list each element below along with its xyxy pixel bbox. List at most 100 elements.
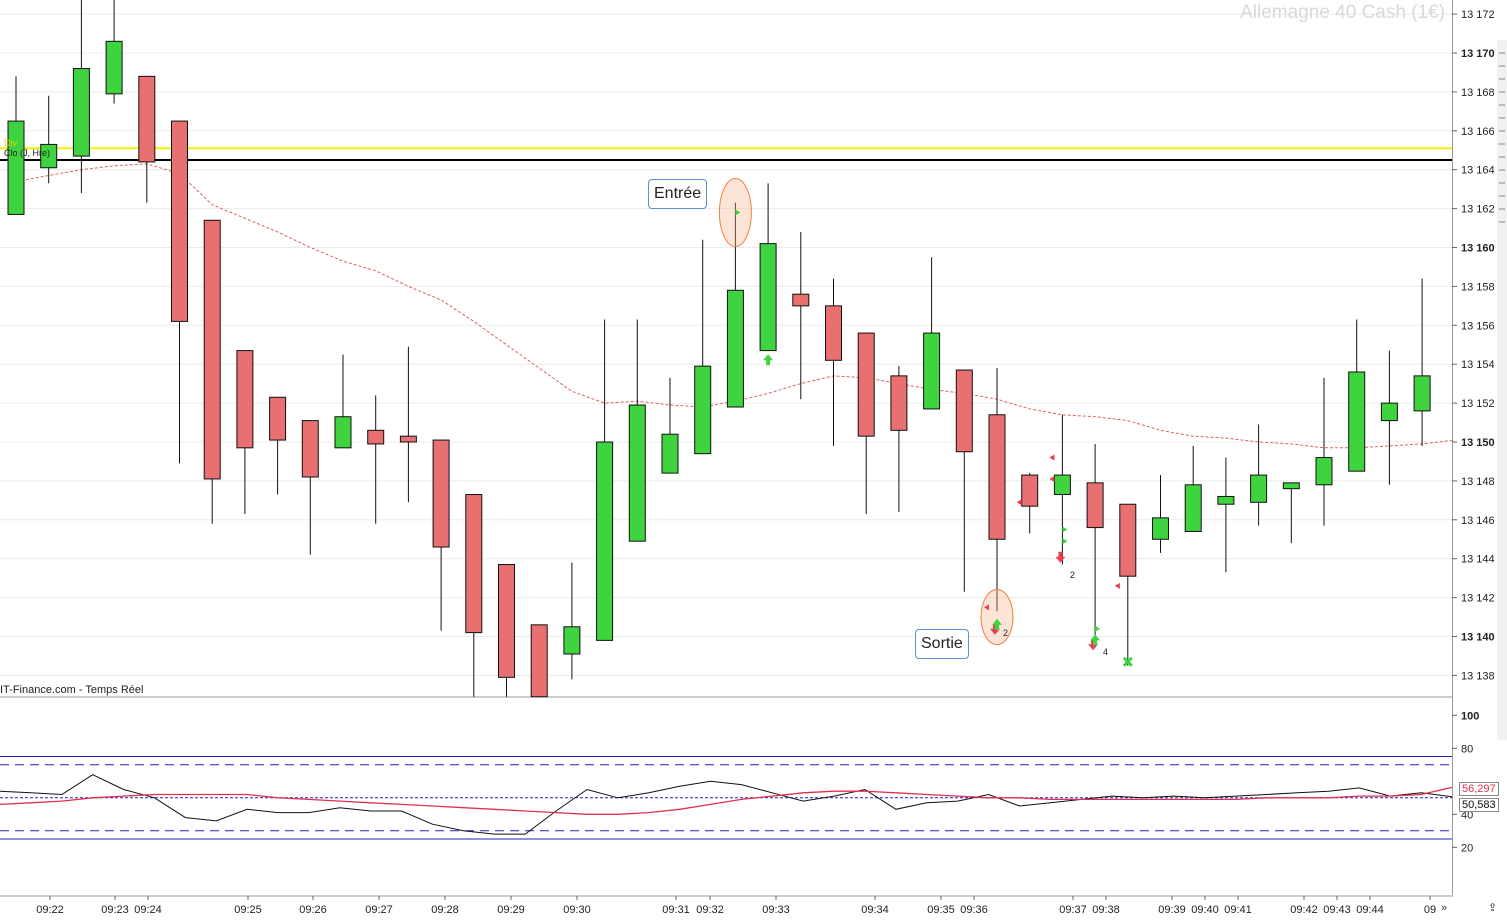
exit-annotation[interactable]: Sortie [915,629,969,659]
candle [465,494,483,697]
time-tick-label: 09:30 [563,904,591,916]
candle-body-down [367,429,385,445]
candle [1119,503,1137,666]
scrollbar-grip[interactable] [1499,78,1505,80]
price-tick-label: 13 160 [1461,243,1495,255]
triangle-left-icon [1049,454,1055,461]
entry-annotation[interactable]: Entrée [648,179,708,209]
candle-body-down [857,332,875,437]
indicator-tick-label: 100 [1461,710,1479,722]
candle [1315,377,1333,526]
candle-body-down [498,564,515,678]
price-tick-label: 13 168 [1461,87,1495,99]
candle-body-up [596,441,614,641]
candle [988,368,1006,612]
signal-markers [718,177,1133,667]
candle-body-down [301,420,319,478]
price-axis: 13 138 13 140 13 142 13 144 13 146 13 148 13 1… [1452,9,1495,682]
candle [1380,350,1398,485]
triangle-left-icon [984,604,989,611]
scroll-up-icon[interactable]: ⇪ [1488,902,1498,914]
time-axis: 09:22 09:23 09:24 09:25 09:26 09:27 09:28 09:29… [36,896,1436,916]
candle [1413,278,1431,446]
time-tick-label: 09:27 [365,904,393,916]
triangle-right-icon [1062,526,1068,533]
price-tick-label: 13 154 [1461,359,1495,371]
candle [694,239,712,455]
price-tick-label: 13 142 [1461,593,1495,605]
candle [1250,424,1268,526]
scrollbar-grip[interactable] [1499,65,1505,67]
time-tick-label: 09:32 [696,904,724,916]
vertical-scrollbar[interactable] [1497,40,1507,740]
price-tick-label: 13 164 [1461,165,1495,177]
scroll-right-icon[interactable]: » [1441,902,1448,914]
candle [1184,445,1202,532]
candle [923,257,941,410]
scrollbar-grip[interactable] [1499,104,1505,106]
scrollbar-grip[interactable] [1499,130,1505,132]
candle-body-up [1152,517,1169,540]
price-levels [0,147,1452,161]
candle-body-up [628,404,646,542]
candle [367,395,385,524]
time-tick-label: 09:43 [1323,904,1351,916]
candle-body-up [694,365,712,455]
scrollbar-grip[interactable] [1499,169,1505,171]
candle-body-up [334,416,352,449]
time-tick-label: 09:44 [1356,904,1384,916]
scrollbar-grip[interactable] [1499,156,1505,158]
scrollbar-grip[interactable] [1499,221,1505,223]
time-tick-label: 09:25 [234,904,262,916]
scrollbar-grip[interactable] [1499,91,1505,93]
scrollbar-grip[interactable] [1499,117,1505,119]
time-tick-label: 09:36 [960,904,988,916]
scrollbar-grip[interactable] [1499,195,1505,197]
candle [301,420,319,555]
arrow-up-icon [992,618,1002,630]
scrollbar-grip[interactable] [1499,182,1505,184]
arrow-up-icon [763,354,774,366]
price-tick-label: 13 152 [1461,398,1495,410]
scrollbar-grip[interactable] [1499,52,1505,54]
data-source-label: IT-Finance.com - Temps Réel [0,684,144,696]
candle [236,350,254,514]
candle [530,624,548,698]
triangle-left-icon [1114,582,1120,589]
time-tick-label: 09:23 [101,904,129,916]
candle-body-down [825,305,842,361]
candle [138,75,156,203]
cross-icon [1122,656,1133,667]
time-tick-label: 09:42 [1290,904,1318,916]
candle-body-down [530,624,548,698]
candle-body-down [432,439,450,548]
time-tick-label: 09:29 [497,904,525,916]
time-tick-label: 09:35 [927,904,955,916]
scrollbar-grip[interactable] [1499,143,1505,145]
candle [40,95,58,184]
candle [105,0,123,104]
candlesticks [7,0,1431,698]
level-label-close: Clo (J, Hre) [4,148,51,158]
candle-body-down [890,375,908,431]
oscillator-line [0,774,1453,835]
indicator-tick-label: 80 [1461,743,1473,755]
arrow-up-icon [1090,634,1101,646]
candle [1217,457,1235,573]
candle-body-down [138,75,156,163]
candle-body-down [1119,503,1137,577]
candle [7,76,25,215]
candle [825,278,842,446]
signal-count: 4 [1103,647,1109,657]
price-tick-label: 13 148 [1461,476,1495,488]
candle-body-up [1348,371,1366,472]
time-tick-label: 09:33 [762,904,790,916]
price-tick-label: 13 172 [1461,9,1495,21]
signal-count: 2 [1070,570,1076,580]
price-tick-label: 13 146 [1461,515,1495,527]
candle-body-down [1021,474,1039,507]
price-tick-label: 13 156 [1461,320,1495,332]
price-tick-label: 13 170 [1461,48,1495,60]
candle-body-down [269,396,287,441]
scrollbar-grip[interactable] [1499,208,1505,210]
